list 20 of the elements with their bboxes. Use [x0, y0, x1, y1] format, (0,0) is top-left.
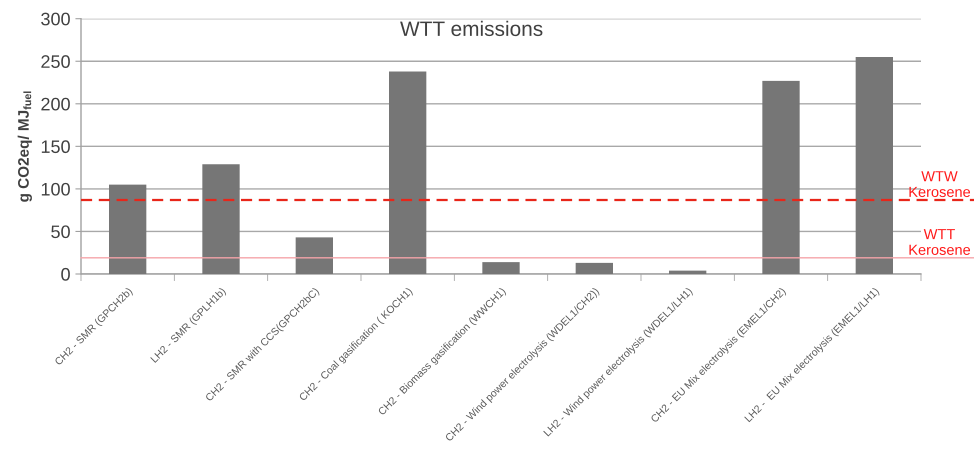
bar — [482, 262, 520, 274]
bar — [576, 262, 613, 274]
bar — [109, 184, 146, 274]
y-tick-label: 300 — [41, 12, 70, 26]
ref-line-label: WTT Kerosene — [909, 229, 970, 255]
chart-title: WTT emissions — [400, 20, 542, 36]
ref-line-label: WTW Kerosene — [909, 171, 970, 198]
bar — [202, 164, 240, 274]
bar — [762, 80, 800, 274]
bar — [389, 71, 426, 274]
bar — [856, 56, 893, 274]
y-tick-label: 0 — [61, 268, 70, 281]
bar — [296, 237, 333, 274]
y-tick-label: 150 — [42, 140, 70, 154]
y-tick-label: 250 — [41, 55, 70, 68]
y-tick-label: 100 — [42, 182, 70, 196]
y-tick-label: 50 — [51, 225, 70, 238]
y-axis-title: g CO2eq/ MJ$_{fuel}$ — [18, 91, 32, 202]
y-tick-label: 200 — [41, 98, 70, 111]
bar — [669, 270, 706, 274]
